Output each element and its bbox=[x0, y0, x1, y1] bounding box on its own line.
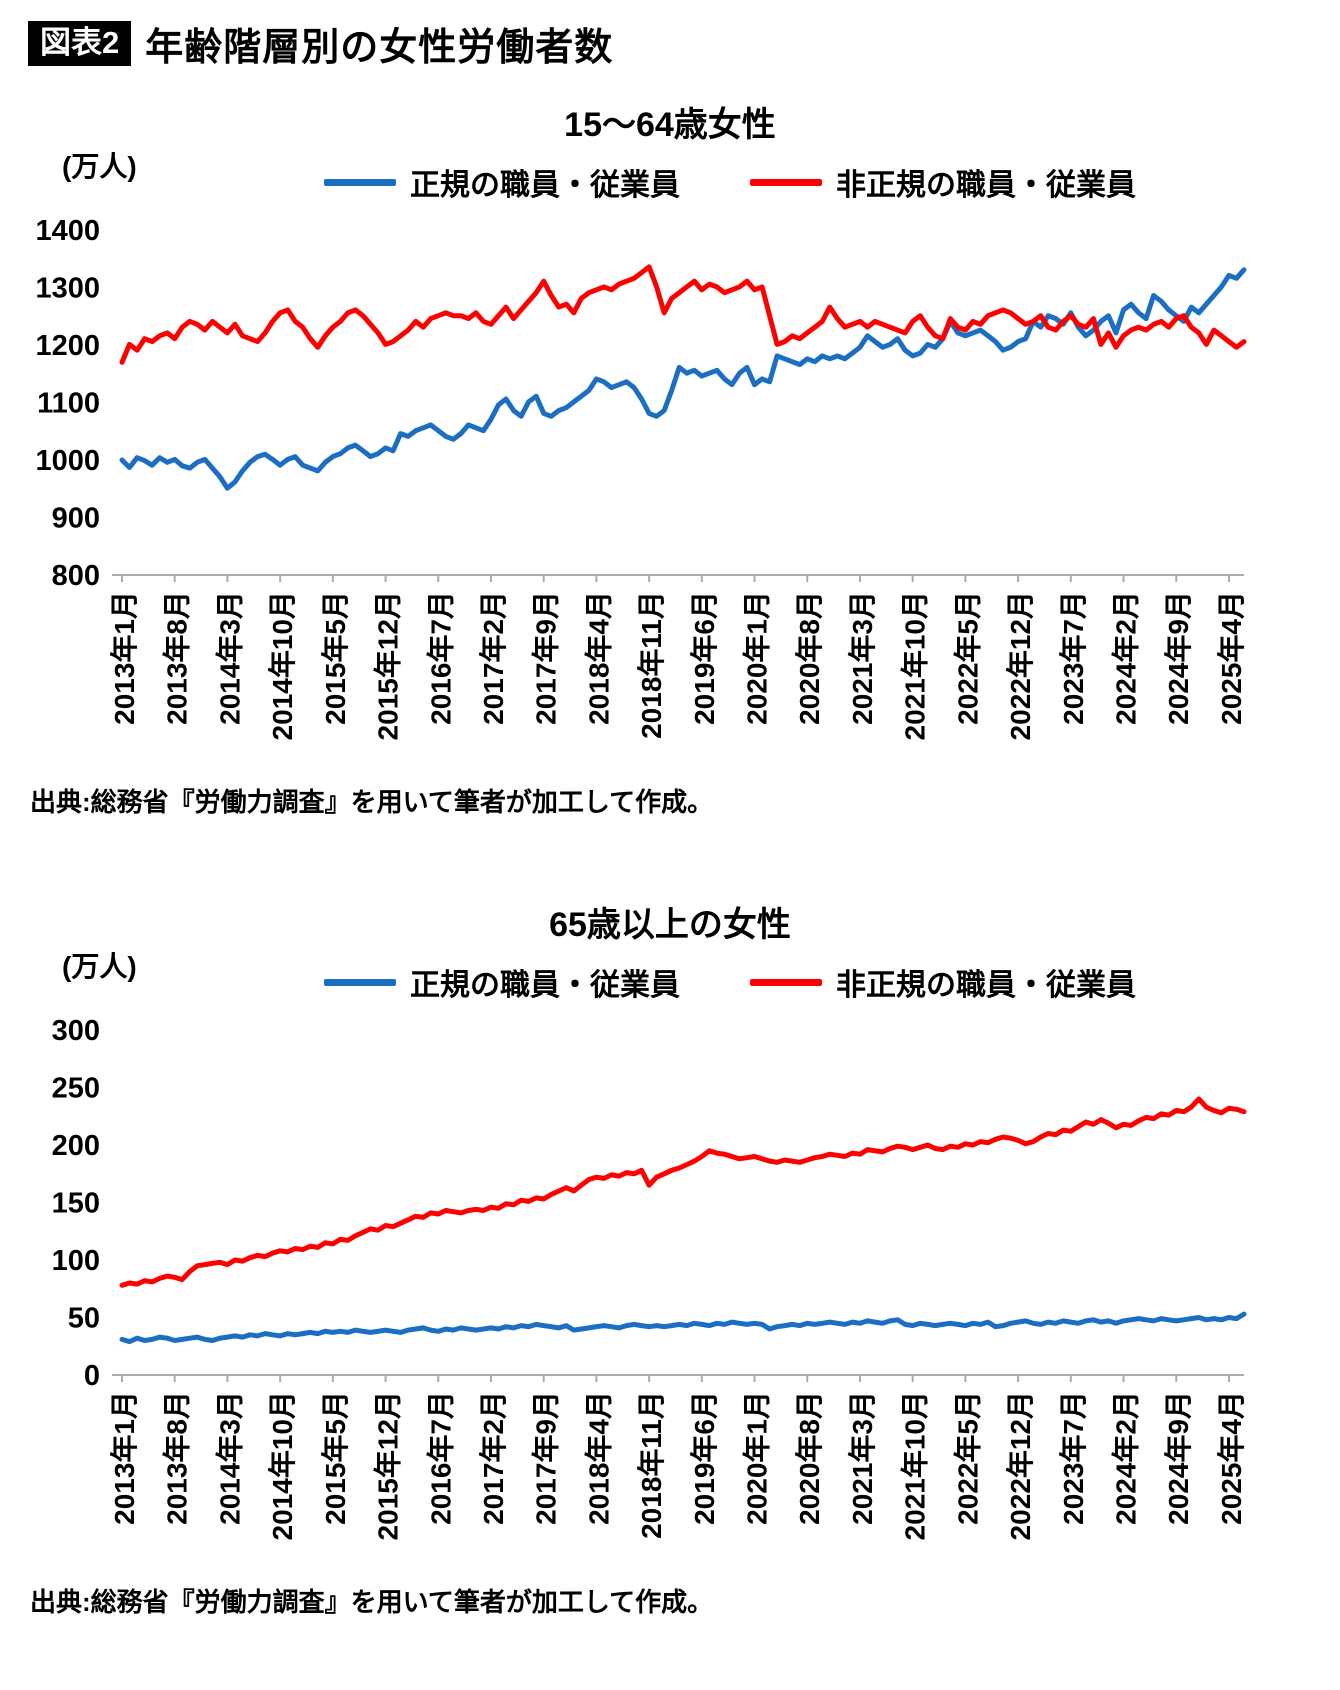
x-axis-tick-label: 2015年12月 bbox=[372, 1391, 404, 1540]
x-axis-tick-label: 2014年10月 bbox=[266, 1391, 298, 1540]
section-gap bbox=[0, 819, 1340, 871]
x-axis-tick-label: 2023年7月 bbox=[1057, 591, 1089, 725]
x-axis-tick-label: 2013年8月 bbox=[161, 1391, 193, 1525]
y-axis-tick-label: 1000 bbox=[35, 445, 100, 477]
chart2-source: 出典:総務省『労働力調査』を用いて筆者が加工して作成。 bbox=[30, 1587, 714, 1617]
y-axis-tick-label: 150 bbox=[52, 1188, 100, 1220]
chart1-legend-item-nonregular: 非正規の職員・従業員 bbox=[750, 160, 1136, 204]
x-axis-tick-label: 2025年4月 bbox=[1215, 1391, 1247, 1525]
chart1-source: 出典:総務省『労働力調査』を用いて筆者が加工して作成。 bbox=[30, 787, 714, 817]
y-axis-tick-label: 300 bbox=[52, 1015, 100, 1047]
x-axis-tick-label: 2022年12月 bbox=[1004, 591, 1036, 740]
x-axis-tick-label: 2018年4月 bbox=[582, 591, 614, 725]
x-axis-tick-label: 2018年4月 bbox=[582, 1391, 614, 1525]
chart1-unit-label: (万人) bbox=[62, 151, 137, 182]
x-axis-tick-label: 2018年11月 bbox=[635, 1391, 667, 1539]
y-axis-tick-label: 100 bbox=[52, 1245, 100, 1277]
x-axis-tick-label: 2020年1月 bbox=[741, 1391, 773, 1525]
chart1-legend-label-regular: 正規の職員・従業員 bbox=[410, 169, 680, 202]
x-axis-tick-label: 2015年5月 bbox=[319, 1391, 351, 1525]
red-line-swatch bbox=[750, 978, 822, 986]
x-axis-tick-label: 2014年3月 bbox=[213, 1391, 245, 1525]
series-line bbox=[119, 267, 1247, 491]
chart2-legend-label-nonregular: 非正規の職員・従業員 bbox=[836, 969, 1136, 1002]
chart1-legend-item-regular: 正規の職員・従業員 bbox=[324, 160, 680, 204]
x-axis-tick-label: 2015年12月 bbox=[372, 591, 404, 740]
page: 図表2 年齢階層別の女性労働者数 15〜64歳女性 (万人) 正規の職員・従業員… bbox=[0, 16, 1340, 1619]
chart2-legend-item-nonregular: 非正規の職員・従業員 bbox=[750, 960, 1136, 1004]
y-axis-tick-label: 1300 bbox=[35, 273, 100, 305]
blue-line-swatch bbox=[324, 978, 396, 986]
x-axis-tick-label: 2014年10月 bbox=[266, 591, 298, 740]
x-axis-tick-label: 2020年8月 bbox=[793, 1391, 825, 1525]
blue-line-swatch bbox=[324, 178, 396, 186]
page-header: 図表2 年齢階層別の女性労働者数 bbox=[28, 16, 1340, 71]
x-axis-tick-label: 2017年2月 bbox=[477, 1391, 509, 1525]
x-axis-tick-label: 2013年1月 bbox=[108, 1391, 140, 1525]
x-axis-tick-label: 2021年3月 bbox=[846, 591, 878, 725]
chart1-title: 15〜64歳女性 bbox=[564, 106, 776, 144]
x-axis-tick-label: 2021年10月 bbox=[899, 591, 931, 740]
y-axis-tick-label: 900 bbox=[52, 503, 100, 535]
series-line bbox=[119, 264, 1247, 365]
chart1-legend-label-nonregular: 非正規の職員・従業員 bbox=[836, 169, 1136, 202]
x-axis-tick-label: 2019年6月 bbox=[688, 591, 720, 725]
x-axis-tick-label: 2016年7月 bbox=[424, 1391, 456, 1525]
y-axis-tick-label: 250 bbox=[52, 1073, 100, 1105]
figure-badge: 図表2 bbox=[28, 21, 132, 66]
y-axis-tick-label: 1100 bbox=[37, 388, 100, 420]
x-axis-tick-label: 2021年3月 bbox=[846, 1391, 878, 1525]
x-axis-tick-label: 2016年7月 bbox=[424, 591, 456, 725]
x-axis-tick-label: 2024年9月 bbox=[1162, 591, 1194, 725]
x-axis-tick-label: 2017年2月 bbox=[477, 591, 509, 725]
x-axis-tick-label: 2019年6月 bbox=[688, 1391, 720, 1525]
x-axis-tick-label: 2021年10月 bbox=[899, 1391, 931, 1540]
series-line bbox=[119, 1096, 1247, 1288]
x-axis-tick-label: 2024年2月 bbox=[1110, 1391, 1142, 1525]
chart1-legend: 正規の職員・従業員 非正規の職員・従業員 bbox=[120, 160, 1340, 204]
x-axis-tick-label: 2025年4月 bbox=[1215, 591, 1247, 725]
chart2-unit-label: (万人) bbox=[62, 951, 137, 982]
x-axis-tick-label: 2014年3月 bbox=[213, 591, 245, 725]
x-axis-tick-label: 2015年5月 bbox=[319, 591, 351, 725]
x-axis-tick-label: 2017年9月 bbox=[530, 1391, 562, 1525]
chart-section-65plus: 65歳以上の女性 (万人) 正規の職員・従業員 非正規の職員・従業員 300 25… bbox=[0, 897, 1340, 1619]
x-axis-tick-label: 2022年5月 bbox=[951, 1391, 983, 1525]
x-axis-tick-label: 2024年2月 bbox=[1110, 591, 1142, 725]
chart2-legend: 正規の職員・従業員 非正規の職員・従業員 bbox=[120, 960, 1340, 1004]
x-axis-tick-label: 2023年7月 bbox=[1057, 1391, 1089, 1525]
x-axis-tick-label: 2017年9月 bbox=[530, 591, 562, 725]
x-axis-tick-label: 2013年1月 bbox=[108, 591, 140, 725]
y-axis-tick-label: 200 bbox=[52, 1130, 100, 1162]
x-axis-tick-label: 2022年5月 bbox=[951, 591, 983, 725]
chart2-title: 65歳以上の女性 bbox=[549, 906, 791, 944]
chart-section-15-64: 15〜64歳女性 (万人) 正規の職員・従業員 非正規の職員・従業員 1400 1… bbox=[0, 97, 1340, 819]
y-axis-tick-label: 1200 bbox=[35, 330, 100, 362]
y-axis-tick-label: 1400 bbox=[35, 215, 100, 247]
red-line-swatch bbox=[750, 178, 822, 186]
series-line bbox=[119, 1311, 1247, 1345]
y-axis-tick-label: 800 bbox=[52, 560, 100, 592]
chart2-legend-item-regular: 正規の職員・従業員 bbox=[324, 960, 680, 1004]
chart2-legend-label-regular: 正規の職員・従業員 bbox=[410, 969, 680, 1002]
x-axis-tick-label: 2020年8月 bbox=[793, 591, 825, 725]
y-axis-tick-label: 0 bbox=[84, 1360, 100, 1392]
x-axis-tick-label: 2024年9月 bbox=[1162, 1391, 1194, 1525]
x-axis-tick-label: 2013年8月 bbox=[161, 591, 193, 725]
x-axis-tick-label: 2020年1月 bbox=[741, 591, 773, 725]
page-title: 年齢階層別の女性労働者数 bbox=[145, 27, 614, 69]
y-axis-tick-label: 50 bbox=[68, 1303, 100, 1335]
x-axis-tick-label: 2022年12月 bbox=[1004, 1391, 1036, 1540]
x-axis-tick-label: 2018年11月 bbox=[635, 591, 667, 739]
